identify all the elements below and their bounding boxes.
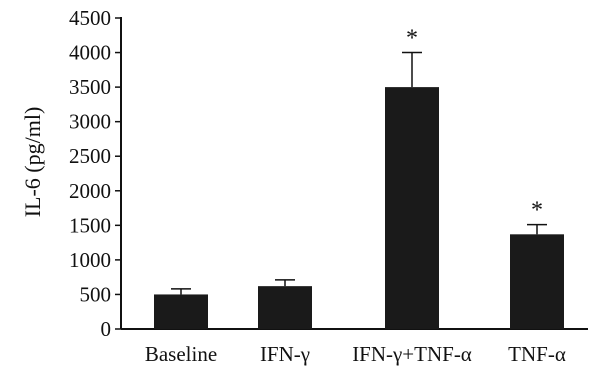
bar (154, 294, 208, 329)
y-tick-label: 1000 (69, 248, 111, 272)
x-tick-label: IFN-γ (260, 342, 310, 366)
bar (385, 87, 439, 329)
y-tick-label: 4500 (69, 6, 111, 30)
x-tick-label: TNF-α (508, 342, 566, 366)
x-tick-label: Baseline (145, 342, 217, 366)
y-tick-label: 0 (101, 317, 112, 341)
y-tick-label: 3000 (69, 110, 111, 134)
y-ticks-layer: 0 500 1000 1500 2000 2500 3000 3500 4000 4500 (69, 6, 121, 341)
labels-layer: Baseline IFN-γ * IFN-γ+TNF-α * TNF-α (145, 26, 566, 366)
bar (510, 234, 564, 329)
error-bars-layer (171, 51, 547, 295)
y-tick-label: 4000 (69, 41, 111, 65)
y-tick-label: 2500 (69, 144, 111, 168)
bars-layer (154, 87, 564, 329)
y-tick-label: 2000 (69, 179, 111, 203)
significance-marker: * (531, 198, 543, 224)
y-axis-label: IL-6 (pg/ml) (20, 107, 45, 218)
y-tick-label: 1500 (69, 213, 111, 237)
significance-marker: * (406, 26, 418, 52)
y-tick-label: 500 (80, 282, 112, 306)
x-tick-label: IFN-γ+TNF-α (352, 342, 472, 366)
bar (258, 286, 312, 329)
y-tick-label: 3500 (69, 75, 111, 99)
